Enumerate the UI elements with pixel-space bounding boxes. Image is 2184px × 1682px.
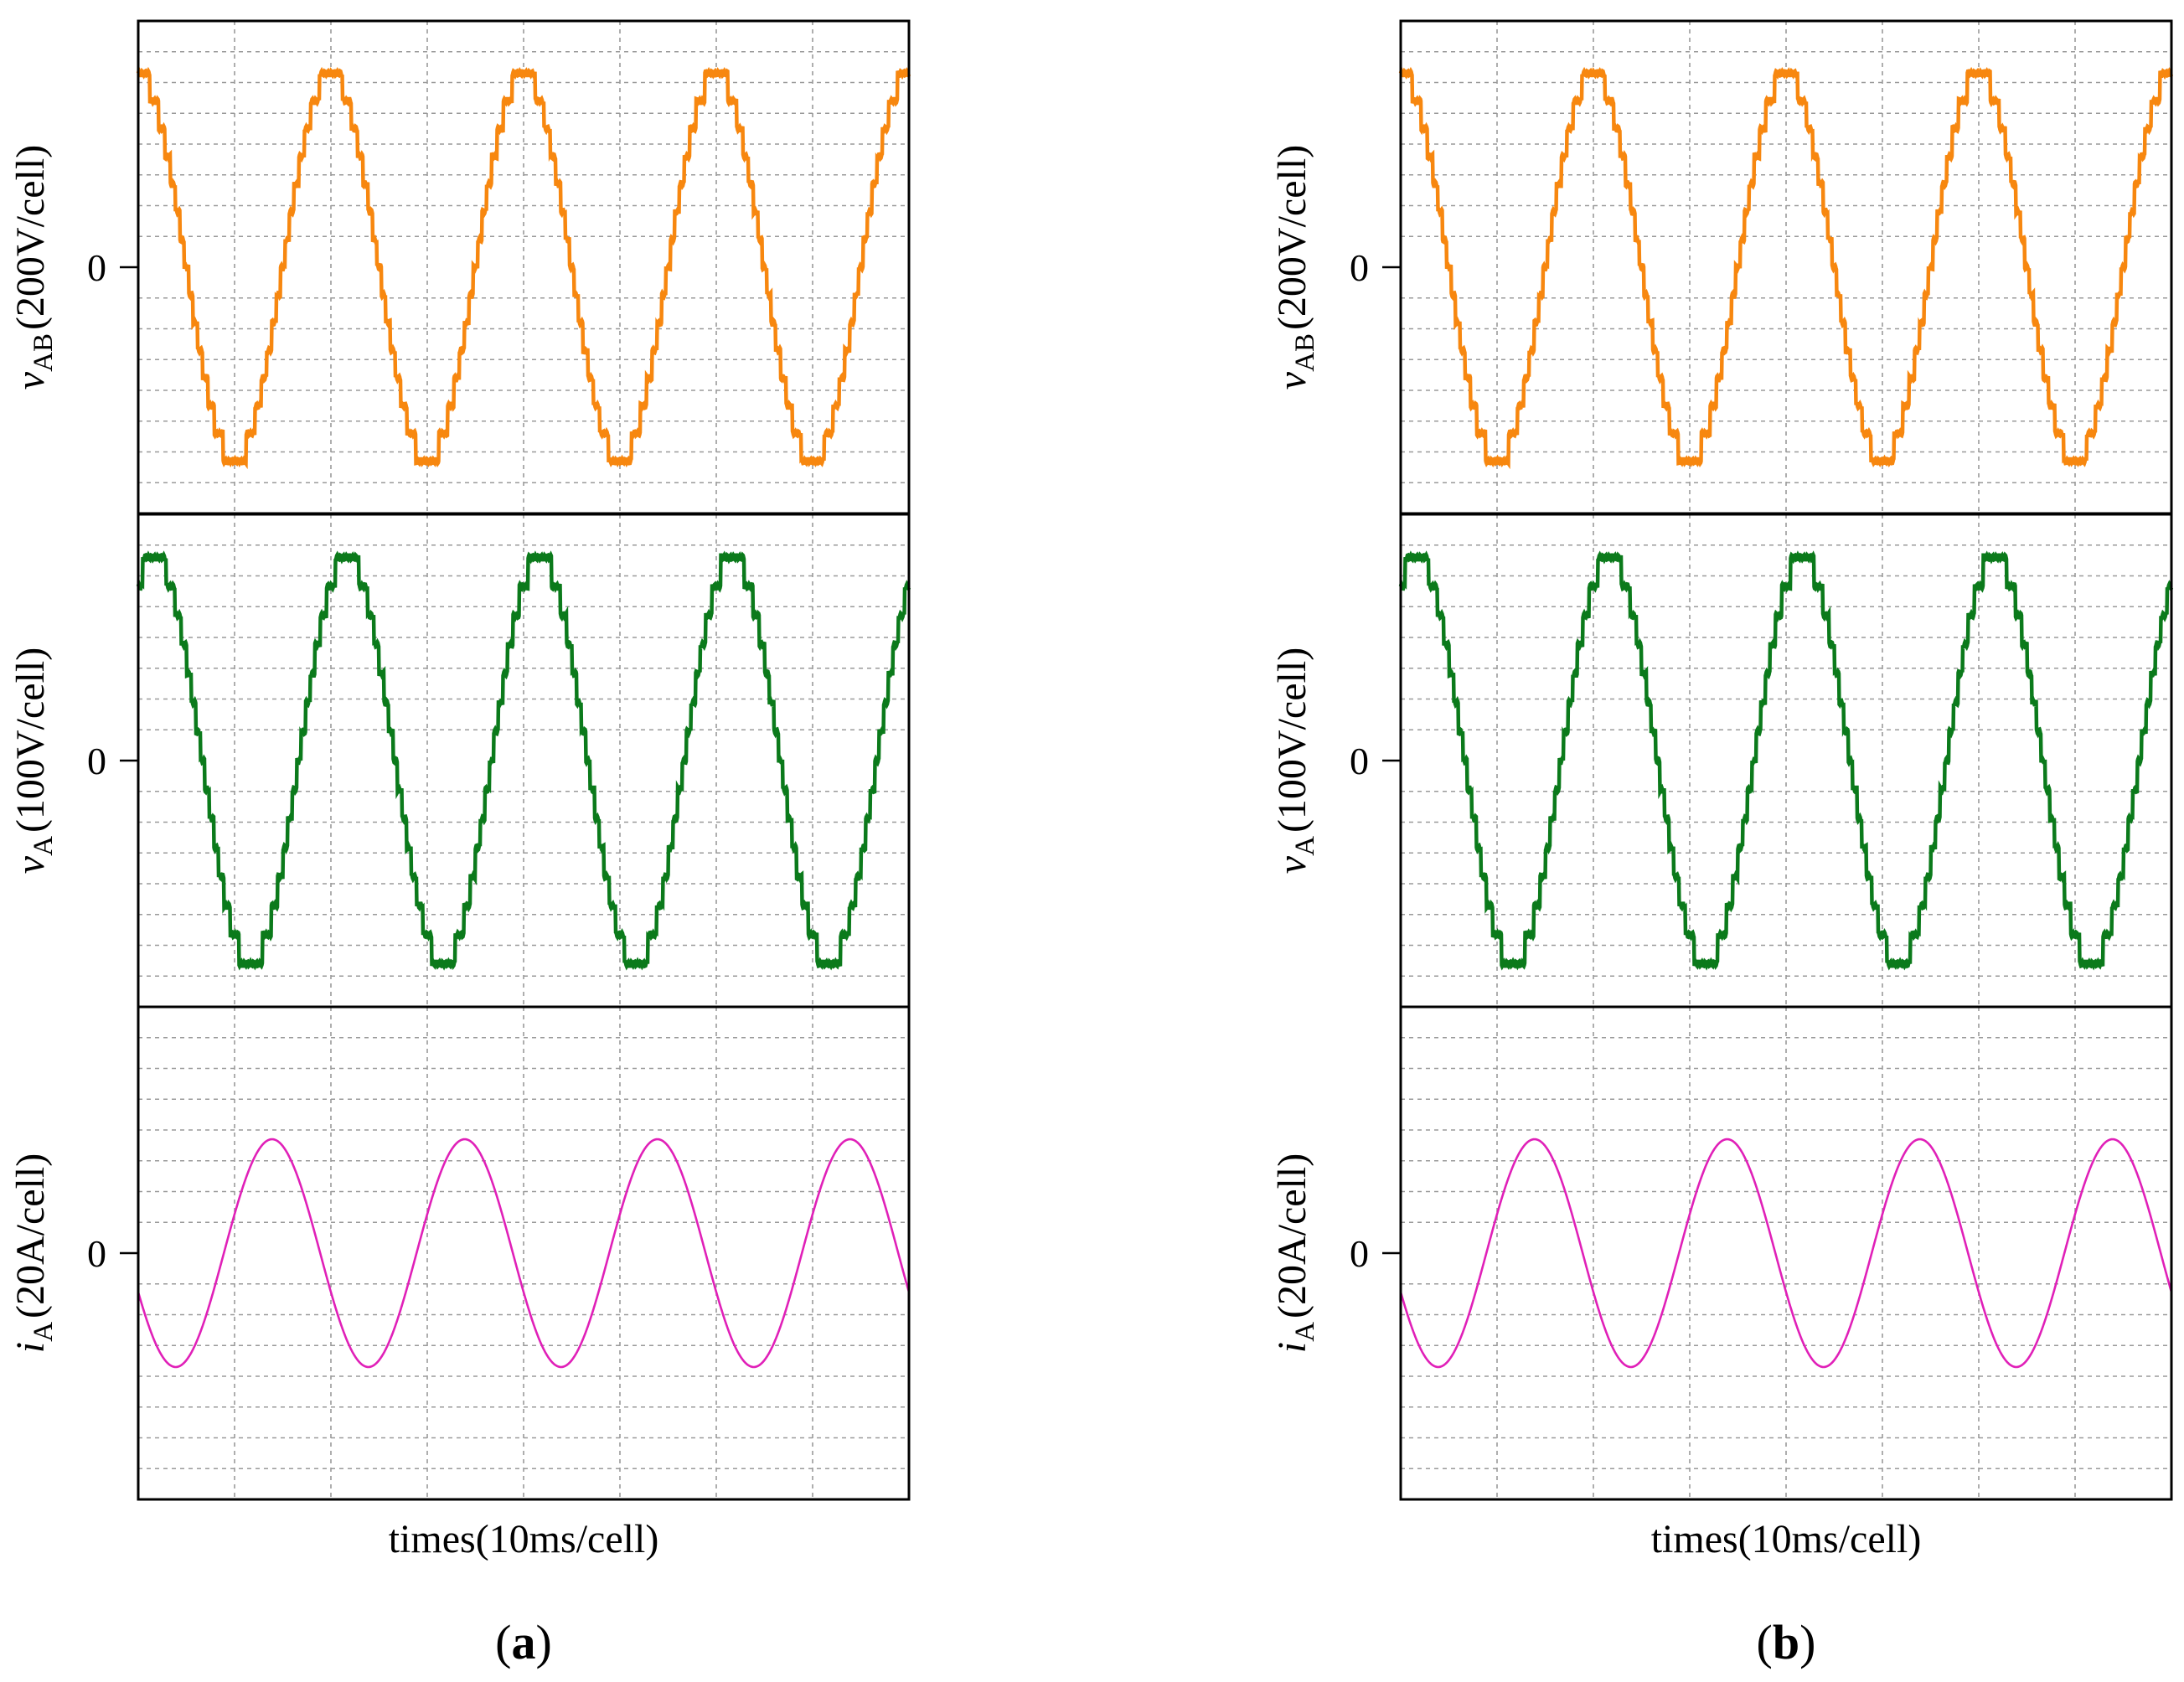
ylabel-var: v [8, 371, 53, 390]
grid-a-iA [138, 1007, 909, 1499]
subplot-b-iA: 0 iA (20A/cell) [1270, 1005, 2173, 1501]
subplot-b-vAB: 0 vAB(200V/cell) [1270, 19, 2174, 515]
grid-a-vA [138, 514, 909, 1007]
subplot-a-iA: 0 iA (20A/cell) [8, 1005, 911, 1501]
ylabel-b-iA: iA (20A/cell) [1270, 1153, 1320, 1353]
ylabel-a-iA: iA (20A/cell) [8, 1153, 59, 1353]
panel-label-a: (a) [495, 1615, 552, 1669]
ylabel-var: i [1270, 1342, 1314, 1353]
series-line-b-vAB [1398, 66, 2174, 470]
panel-label-b: (b) [1757, 1615, 1816, 1669]
xlabel-a: times(10ms/cell) [389, 1517, 659, 1561]
series-line-b-vA [1398, 550, 2174, 971]
grid-a-vAB [138, 21, 909, 513]
zero-label: 0 [87, 1232, 106, 1275]
ylabel-unit: (20A/cell) [1270, 1153, 1314, 1318]
subplot-a-vA: 0 vA (100V/cell) [8, 513, 911, 1009]
xlabel-b: times(10ms/cell) [1651, 1517, 1922, 1561]
grid-b-iA [1401, 1007, 2171, 1499]
ylabel-sub: A [1290, 836, 1320, 856]
ylabel-var: v [1270, 855, 1314, 874]
ylabel-b-vAB: vAB(200V/cell) [1270, 145, 1320, 390]
ylabel-a-vA: vA (100V/cell) [8, 648, 59, 874]
series-line-a-iA [137, 1138, 911, 1369]
series-line-a-vAB [136, 66, 911, 470]
ylabel-b-vA: vA (100V/cell) [1270, 648, 1320, 874]
ylabel-sub: AB [1290, 333, 1320, 372]
ylabel-sub: A [28, 836, 59, 856]
ylabel-sub: A [1290, 1322, 1320, 1342]
ylabel-unit: (200V/cell) [1270, 145, 1314, 330]
zero-label: 0 [87, 246, 106, 289]
ylabel-unit: (20A/cell) [8, 1153, 53, 1318]
zero-label: 0 [1350, 246, 1369, 289]
ylabel-var: v [8, 855, 53, 874]
ylabel-var: v [1270, 371, 1314, 390]
series-line-b-iA [1399, 1138, 2173, 1369]
zero-label: 0 [1350, 740, 1369, 782]
zero-label: 0 [1350, 1232, 1369, 1275]
grid-b-vAB [1401, 21, 2171, 513]
zero-label: 0 [87, 740, 106, 782]
ylabel-sub: A [28, 1322, 59, 1342]
panel-letter: a [512, 1615, 536, 1669]
ylabel-a-vAB: vAB(200V/cell) [8, 145, 59, 390]
subplot-a-vAB: 0 vAB(200V/cell) [8, 19, 911, 515]
panel-letter: b [1773, 1615, 1799, 1669]
series-line-a-vA [136, 550, 911, 971]
subplot-b-vA: 0 vA (100V/cell) [1270, 513, 2174, 1009]
ylabel-unit: (200V/cell) [8, 145, 53, 330]
ylabel-var: i [8, 1342, 53, 1353]
ylabel-sub: AB [28, 333, 59, 372]
ylabel-unit: (100V/cell) [1270, 648, 1314, 833]
ylabel-unit: (100V/cell) [8, 648, 53, 833]
grid-b-vA [1401, 514, 2171, 1007]
